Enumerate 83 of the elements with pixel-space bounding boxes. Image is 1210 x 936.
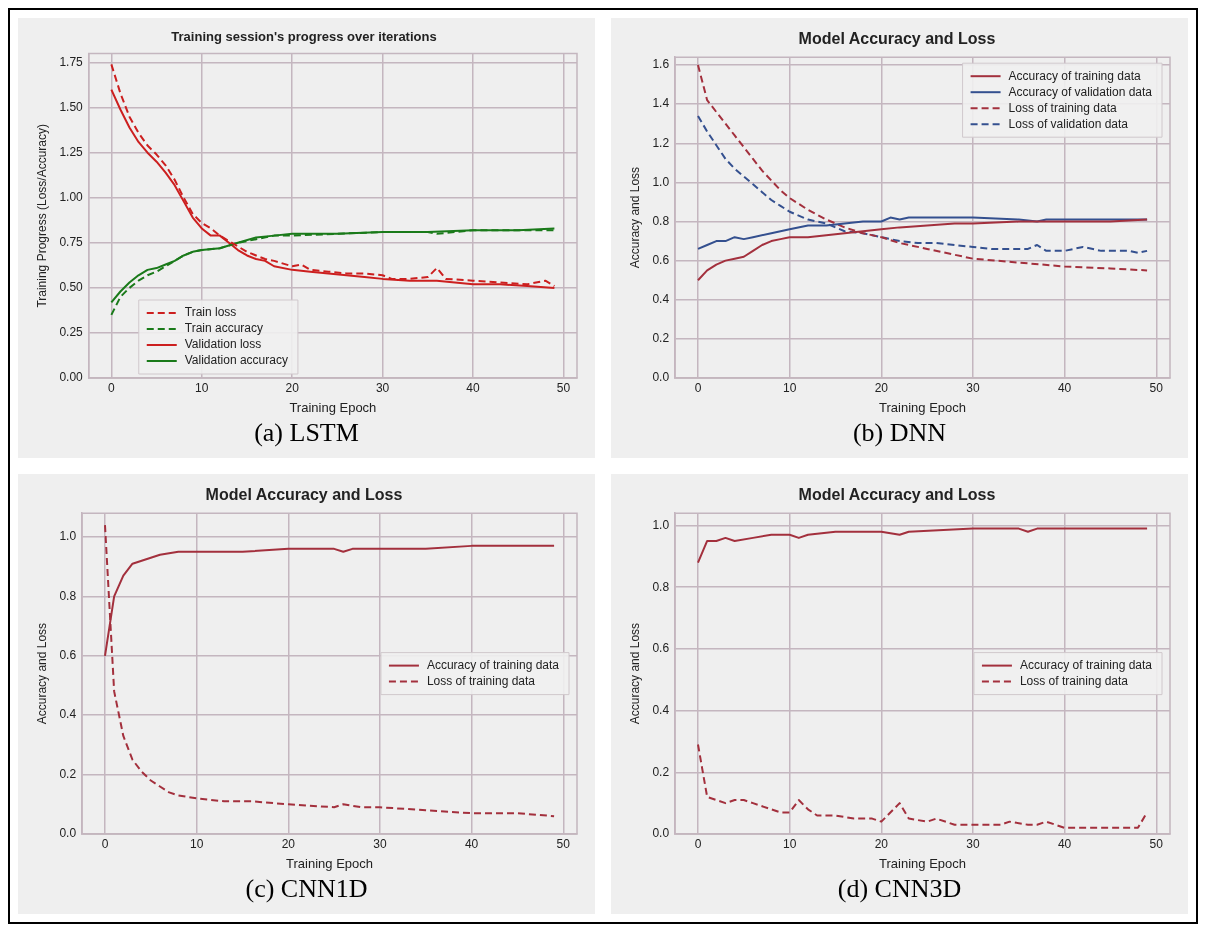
line-series — [696, 743, 1148, 829]
x-tick-label: 30 — [965, 380, 980, 395]
y-tick-label: 0.0 — [58, 826, 76, 841]
y-tick-label: 0.4 — [58, 707, 76, 722]
legend-label: Accuracy of training data — [426, 657, 559, 672]
legend-label: Loss of training data — [1019, 673, 1128, 688]
legend-label: Loss of training data — [426, 673, 535, 688]
text: (d) CNN3D — [837, 874, 962, 904]
x-tick-label: 30 — [965, 836, 980, 851]
x-tick-label: 10 — [782, 836, 797, 851]
chart-title: Model Accuracy and Loss — [205, 486, 402, 504]
y-tick-label: 1.25 — [58, 145, 83, 160]
legend-label: Train accuracy — [184, 321, 263, 336]
y-axis-title: Accuracy and Loss — [34, 622, 49, 725]
y-tick-label: 0.25 — [58, 325, 83, 340]
text: (a) LSTM — [254, 418, 359, 448]
y-tick-label: 0.4 — [651, 702, 669, 717]
text: (b) DNN — [852, 418, 947, 448]
y-axis-title: Accuracy and Loss — [627, 166, 642, 269]
x-tick-label: 30 — [372, 836, 387, 851]
chart-title: Model Accuracy and Loss — [798, 30, 995, 48]
x-axis-title: Training Epoch — [878, 855, 966, 871]
y-tick-label: 0.2 — [58, 766, 76, 781]
x-tick-label: 30 — [375, 380, 390, 395]
y-tick-label: 0.0 — [651, 370, 669, 385]
x-axis-title: Training Epoch — [878, 399, 966, 415]
legend-label: Accuracy of training data — [1008, 68, 1141, 83]
y-axis-title: Training Progress (Loss/Accuracy) — [34, 123, 49, 308]
y-tick-label: 1.4 — [651, 96, 669, 111]
y-tick-label: 0.75 — [58, 235, 83, 250]
x-tick-label: 20 — [281, 836, 295, 851]
y-tick-label: 0.6 — [651, 252, 669, 267]
x-tick-label: 40 — [1057, 380, 1072, 395]
y-tick-label: 0.8 — [58, 588, 76, 603]
x-tick-label: 20 — [285, 380, 299, 395]
y-tick-label: 0.2 — [651, 764, 669, 779]
line-series — [696, 114, 1148, 254]
x-tick-label: 50 — [556, 380, 570, 395]
y-tick-label: 0.50 — [58, 280, 83, 295]
x-tick-label: 0 — [107, 380, 115, 395]
x-tick-label: 40 — [465, 380, 480, 395]
x-tick-label: 0 — [694, 380, 702, 395]
legend-label: Validation loss — [184, 337, 261, 352]
y-tick-label: 1.0 — [651, 517, 669, 532]
x-tick-label: 40 — [1057, 836, 1072, 851]
y-tick-label: 0.2 — [651, 331, 669, 346]
x-tick-label: 0 — [694, 836, 702, 851]
y-tick-label: 0.8 — [651, 213, 669, 228]
legend-label: Accuracy of validation data — [1008, 84, 1152, 99]
x-tick-label: 0 — [101, 836, 109, 851]
y-tick-label: 0.0 — [651, 826, 669, 841]
y-tick-label: 1.50 — [58, 99, 83, 114]
y-tick-label: 1.6 — [651, 57, 669, 72]
x-tick-label: 20 — [874, 836, 888, 851]
y-tick-label: 1.2 — [651, 135, 669, 150]
x-tick-label: 40 — [464, 836, 479, 851]
y-tick-label: 1.75 — [58, 54, 83, 69]
legend-label: Loss of training data — [1008, 100, 1117, 115]
chart-title: Training session's progress over iterations — [170, 29, 437, 45]
x-tick-label: 20 — [874, 380, 888, 395]
x-axis-title: Training Epoch — [285, 855, 373, 871]
x-tick-label: 10 — [782, 380, 797, 395]
y-axis-title: Accuracy and Loss — [627, 622, 642, 725]
legend-label: Accuracy of training data — [1019, 657, 1152, 672]
x-axis-title: Training Epoch — [288, 399, 376, 415]
y-tick-label: 1.0 — [651, 174, 669, 189]
x-tick-label: 50 — [1149, 836, 1163, 851]
legend-label: Loss of validation data — [1008, 116, 1128, 131]
x-tick-label: 50 — [556, 836, 570, 851]
x-tick-label: 10 — [194, 380, 209, 395]
y-tick-label: 1.0 — [58, 529, 76, 544]
legend-label: Validation accuracy — [184, 353, 288, 368]
y-tick-label: 1.00 — [58, 190, 83, 205]
y-tick-label: 0.6 — [651, 641, 669, 656]
y-tick-label: 0.8 — [651, 579, 669, 594]
chart-title: Model Accuracy and Loss — [798, 486, 995, 504]
legend-label: Train loss — [184, 305, 236, 320]
y-tick-label: 0.00 — [58, 370, 83, 385]
y-tick-label: 0.6 — [58, 648, 76, 663]
text: (c) CNN1D — [245, 874, 368, 904]
x-tick-label: 10 — [189, 836, 204, 851]
y-tick-label: 0.4 — [651, 292, 669, 307]
x-tick-label: 50 — [1149, 380, 1163, 395]
